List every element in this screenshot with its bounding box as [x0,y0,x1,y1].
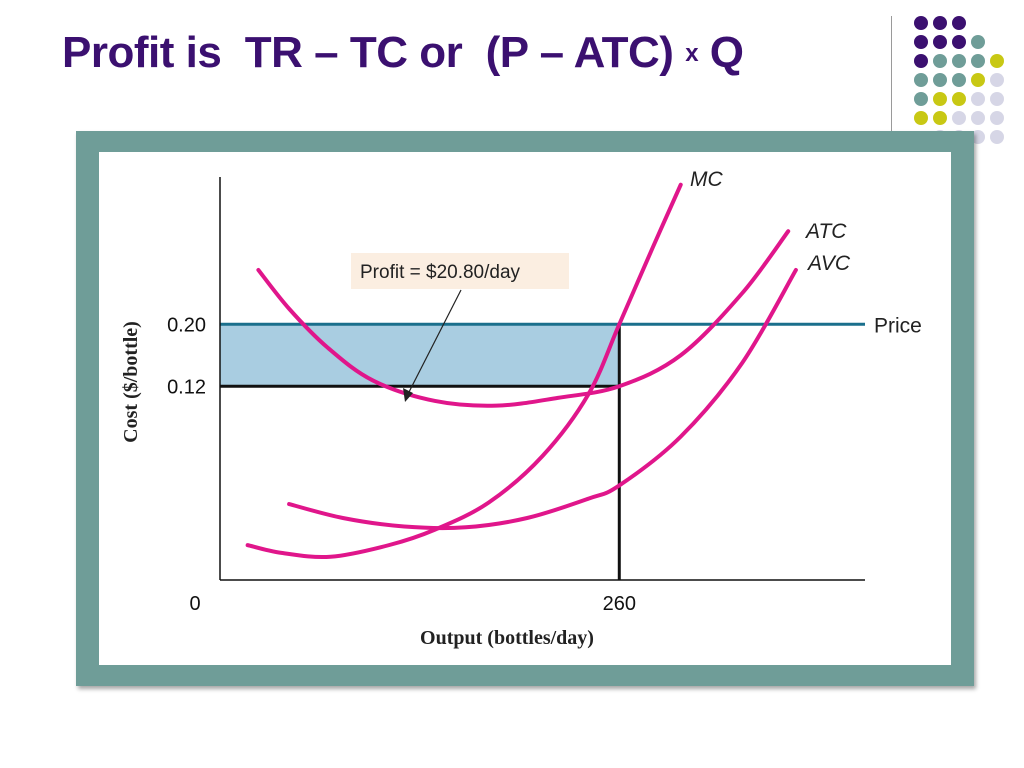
profit-label-box [351,253,569,289]
decorative-dot-grid [914,16,1004,144]
decorative-dot [952,111,966,125]
profit-area [220,324,620,387]
price-label: Price [874,314,922,337]
decorative-dot [933,92,947,106]
decorative-dot [990,73,1004,87]
slide-title: Profit is TR – TC or (P – ATC) x Q [62,28,744,77]
decorative-dot [914,54,928,68]
atc-curve [256,229,791,408]
decorative-dot [971,73,985,87]
decorative-dot [933,16,947,30]
decorative-dot [952,16,966,30]
x-tick-label: 0 [189,593,200,615]
x-tick-label: 260 [603,593,636,615]
decorative-dot [914,35,928,49]
x-axis-label: Output (bottles/day) [420,627,594,649]
decorative-dot [914,16,928,30]
avc-label: AVC [806,252,851,275]
mc-curve [245,182,683,560]
atc-label: ATC [804,220,847,243]
decorative-dot [990,130,1004,144]
decorative-dot [914,111,928,125]
mc-label: MC [690,168,723,191]
title-divider-line [891,16,892,132]
profit-arrow-shaft [408,289,462,393]
decorative-dot [933,35,947,49]
decorative-dot [933,54,947,68]
avc-curve [287,268,798,531]
decorative-dot [971,35,985,49]
decorative-dot [971,111,985,125]
decorative-dot [990,92,1004,106]
y-axis-label: Cost ($/bottle) [120,321,142,443]
cost-curves-chart: 0.12 0.20 0 260 Output (bottles/day) Cost ($/… [120,168,922,649]
decorative-dot [914,92,928,106]
decorative-dot [933,111,947,125]
decorative-dot [933,73,947,87]
decorative-dot [971,54,985,68]
decorative-dot [990,111,1004,125]
decorative-dot [990,54,1004,68]
decorative-dot [971,92,985,106]
decorative-dot [914,73,928,87]
decorative-dot [952,92,966,106]
profit-arrow-head [403,388,413,402]
y-tick-label: 0.12 [167,376,206,398]
decorative-dot [952,73,966,87]
decorative-dot [952,54,966,68]
decorative-dot [971,130,985,144]
decorative-dot [952,35,966,49]
profit-label: Profit = $20.80/day [360,262,521,283]
chart-panel: 0.12 0.20 0 260 Output (bottles/day) Cost ($/… [99,152,951,665]
y-tick-label: 0.20 [167,314,206,336]
